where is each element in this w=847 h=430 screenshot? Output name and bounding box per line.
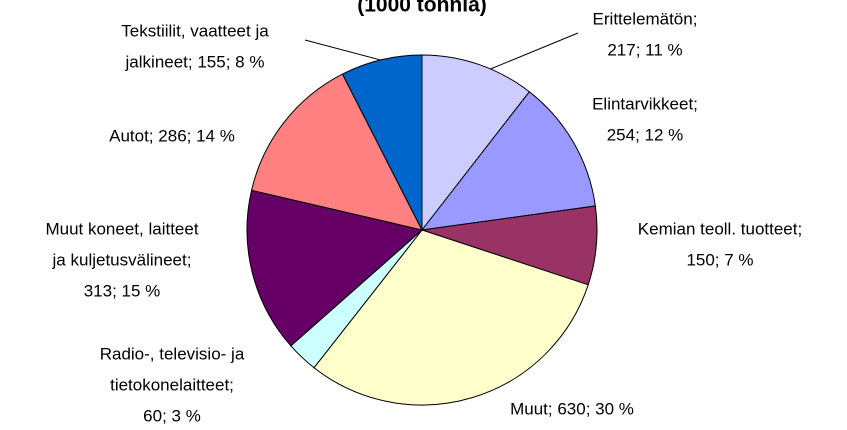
data-label: 60; 3 % (143, 406, 201, 425)
data-label: 313; 15 % (84, 281, 161, 300)
data-label: Kemian teoll. tuotteet; (638, 219, 802, 238)
pie-slice (420, 91, 596, 231)
pie-slice (313, 229, 589, 406)
leader-line (304, 39, 389, 63)
data-label: 150; 7 % (686, 250, 753, 269)
data-label: Elintarvikkeet; (592, 94, 698, 113)
chart-title: (1000 tonnia) (357, 0, 487, 17)
pie-slice (421, 54, 531, 232)
data-label: Muut; 630; 30 % (510, 399, 634, 418)
pie-slice (341, 54, 423, 231)
data-label: 254; 12 % (607, 125, 684, 144)
data-label: Erittelemätön; (593, 9, 698, 28)
data-label: Radio-, televisio- ja (100, 344, 245, 363)
data-label: Autot; 286; 14 % (109, 126, 235, 145)
data-label: tietokonelaitteet; (110, 375, 234, 394)
data-label: Muut koneet, laitteet (45, 219, 198, 238)
pie-slice (246, 189, 424, 347)
data-label: 217; 11 % (607, 40, 682, 59)
pie-slice (250, 73, 423, 231)
data-label: jalkineet; 155; 8 % (125, 52, 265, 71)
leader-line (487, 32, 579, 71)
data-label: Tekstiilit, vaatteet ja (121, 21, 269, 40)
data-label: ja kuljetusvälineet; (52, 250, 192, 269)
